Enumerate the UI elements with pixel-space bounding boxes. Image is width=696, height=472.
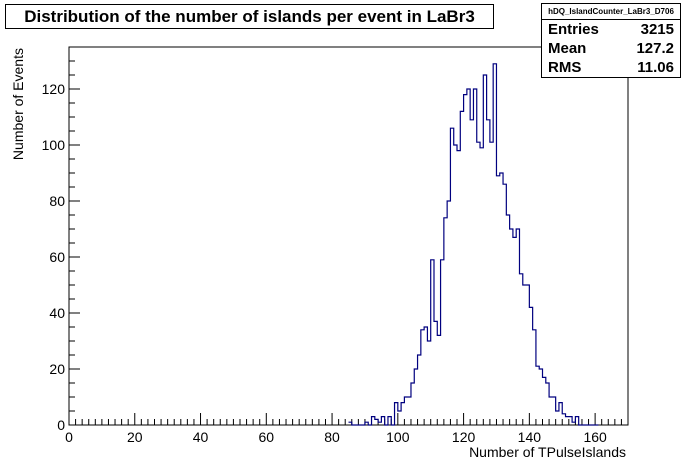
histogram-bin [549, 397, 552, 425]
x-axis: 0 20 40 60 80 100 120 140 160 [65, 413, 629, 445]
stats-row-mean: Mean 127.2 [542, 39, 680, 58]
histogram-bin [467, 89, 470, 425]
plot-border [68, 46, 629, 426]
histogram-bin [447, 201, 450, 425]
histogram-bin [523, 285, 526, 425]
stats-rms-value: 11.06 [637, 59, 674, 76]
y-axis-label: Number of Events [10, 48, 26, 160]
stats-rms-label: RMS [548, 59, 582, 76]
histogram-bin [556, 411, 559, 425]
stats-entries-label: Entries [548, 21, 599, 38]
y-tick-label: 100 [42, 137, 66, 153]
histogram-bin [460, 111, 463, 425]
y-axis: 0 20 40 60 80 100 120 [42, 46, 80, 433]
stats-mean-value: 127.2 [636, 40, 674, 57]
y-tick-label: 0 [57, 417, 65, 433]
stats-mean-label: Mean [548, 40, 587, 57]
histogram-bin [487, 120, 490, 425]
x-tick-label: 100 [386, 429, 410, 445]
stats-histogram-name: hDQ_IslandCounter_LaBr3_D706 [542, 4, 680, 20]
histogram-bin [566, 417, 569, 425]
histogram-bin [424, 327, 427, 425]
stats-entries-value: 3215 [640, 21, 674, 38]
histogram-bin [503, 184, 506, 425]
histogram-bin [477, 142, 480, 425]
plot-frame [68, 46, 629, 426]
histogram-bin [513, 237, 516, 425]
histogram-bin [464, 95, 467, 425]
histogram-bin [510, 229, 513, 425]
x-tick-label: 140 [518, 429, 542, 445]
histogram-bin [506, 215, 509, 425]
stats-row-rms: RMS 11.06 [542, 58, 680, 77]
histogram-series [348, 63, 599, 426]
histogram-bin [496, 176, 499, 425]
histogram-bin [500, 173, 503, 425]
x-tick-label: 60 [259, 429, 275, 445]
x-tick-label: 0 [65, 429, 73, 445]
histogram-bin [536, 366, 539, 425]
y-tick-label: 60 [49, 249, 65, 265]
stats-box: hDQ_IslandCounter_LaBr3_D706 Entries 321… [541, 3, 681, 78]
y-tick-label: 120 [42, 81, 66, 97]
histogram-bin [470, 120, 473, 425]
histogram-bin [480, 148, 483, 425]
y-tick-label: 80 [49, 193, 65, 209]
y-tick-label: 40 [49, 305, 65, 321]
histogram-bin [398, 411, 401, 425]
histogram-bin [408, 397, 411, 425]
x-tick-label: 160 [583, 429, 607, 445]
stats-row-entries: Entries 3215 [542, 20, 680, 39]
x-tick-label: 40 [193, 429, 209, 445]
histogram-bin [543, 377, 546, 425]
histogram-line [348, 63, 599, 426]
x-tick-label: 120 [452, 429, 476, 445]
histogram-bin [519, 274, 522, 425]
x-axis-label: Number of TPulseIslands [469, 444, 626, 460]
histogram-bin [454, 145, 457, 425]
chart-title: Distribution of the number of islands pe… [5, 4, 494, 29]
histogram-bin [437, 335, 440, 425]
y-tick-label: 20 [49, 361, 65, 377]
histogram-bin [434, 321, 437, 425]
x-tick-label: 80 [324, 429, 340, 445]
histogram-bin [490, 142, 493, 425]
histogram-bin [427, 341, 430, 425]
x-tick-label: 20 [127, 429, 143, 445]
histogram-bin [457, 151, 460, 425]
